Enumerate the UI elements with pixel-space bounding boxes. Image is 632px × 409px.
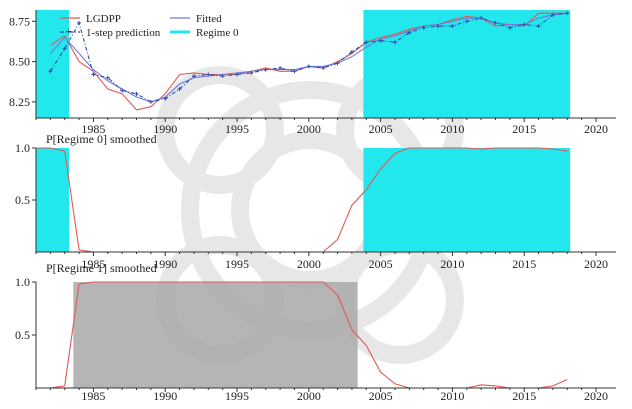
regime-shading-band [36, 148, 70, 252]
prediction-marker [148, 99, 153, 104]
x-tick-label: 2000 [297, 389, 321, 403]
y-tick-label: 8.50 [9, 55, 30, 69]
prediction-marker [436, 24, 441, 29]
prediction-marker [536, 24, 541, 29]
prediction-marker [206, 72, 211, 77]
x-tick-label: 1990 [153, 257, 177, 271]
panel-regime1: P[Regime 1] smoothed 1985 1990 1995 2000 200… [15, 261, 616, 403]
axes-group: 1985 1990 1995 2000 2005 2010 2015 2020 0.5 1.0 [15, 141, 616, 271]
prediction-marker [77, 20, 82, 25]
x-tick-label: 2005 [369, 257, 393, 271]
x-tick-label: 2000 [297, 257, 321, 271]
series-group [48, 11, 570, 111]
panel-title-regime0: P[Regime 0] smoothed [46, 132, 157, 146]
x-tick-label: 2020 [584, 122, 608, 136]
x-tick-label: 2010 [440, 389, 464, 403]
prediction-marker [263, 67, 268, 72]
prediction-marker [48, 69, 53, 74]
y-tick-label: 8.75 [9, 14, 30, 28]
prediction-marker [479, 16, 484, 21]
x-tick-label: 2015 [512, 389, 536, 403]
prediction-marker [450, 24, 455, 29]
legend-label-fitted: Fitted [196, 13, 222, 25]
prediction-marker [321, 66, 326, 71]
legend-label-regime0: Regime 0 [196, 27, 239, 39]
prediction-marker [407, 30, 412, 35]
regime-shading-band [73, 282, 358, 388]
x-tick-label: 1985 [81, 257, 105, 271]
x-tick-label: 1985 [81, 122, 105, 136]
prediction-marker [163, 96, 168, 101]
prediction-marker [464, 19, 469, 24]
x-tick-label: 1985 [81, 389, 105, 403]
regime-shading-band [363, 148, 571, 252]
prediction-marker [349, 49, 354, 54]
x-tick-label: 2000 [297, 122, 321, 136]
prediction-marker [522, 22, 527, 27]
x-tick-label: 1995 [225, 389, 249, 403]
legend: LGDPP + 1-step prediction Fitted Regime … [60, 13, 239, 39]
prediction-marker [421, 25, 426, 30]
prediction-marker [220, 74, 225, 79]
prediction-marker [507, 25, 512, 30]
regime-shading-group [73, 282, 358, 388]
prediction-marker [292, 69, 297, 74]
prediction-marker [493, 20, 498, 25]
prediction-marker [134, 91, 139, 96]
prediction-marker [105, 75, 110, 80]
prediction-marker [235, 72, 240, 77]
legend-label-lgdpp: LGDPP [86, 13, 121, 25]
x-tick-label: 1995 [225, 257, 249, 271]
x-tick-label: 2010 [440, 257, 464, 271]
x-tick-label: 2015 [512, 122, 536, 136]
x-tick-label: 2020 [584, 257, 608, 271]
x-tick-label: 2020 [584, 389, 608, 403]
prediction-marker [306, 64, 311, 69]
prediction-marker [120, 88, 125, 93]
panel-title-regime1: P[Regime 1] smoothed [46, 261, 157, 275]
prediction-marker [378, 38, 383, 43]
legend-marker-prediction: + [66, 27, 72, 38]
x-tick-label: 2005 [369, 389, 393, 403]
axes-group: 1985 1990 1995 2000 2005 2010 2015 2020 8.25 8.50… [9, 10, 616, 136]
regime-shading-band [36, 10, 70, 118]
x-tick-label: 1995 [225, 122, 249, 136]
prediction-marker [278, 66, 283, 71]
y-tick-label: 1.0 [15, 275, 30, 289]
y-tick-label: 0.5 [15, 193, 30, 207]
x-tick-label: 2015 [512, 257, 536, 271]
prediction-marker [364, 40, 369, 45]
prediction-marker [91, 72, 96, 77]
regime-shading-group [36, 10, 571, 118]
y-tick-label: 1.0 [15, 141, 30, 155]
prediction-marker [550, 12, 555, 17]
prediction-marker [335, 61, 340, 66]
prediction-marker [177, 86, 182, 91]
prediction-marker [565, 11, 570, 16]
x-tick-label: 1990 [153, 122, 177, 136]
panel-regime0: P[Regime 0] smoothed 1985 1990 1995 2000 200… [15, 132, 616, 271]
prediction-marker [392, 40, 397, 45]
regime-shading-group [36, 148, 571, 252]
y-tick-label: 0.5 [15, 328, 30, 342]
y-tick-label: 8.25 [9, 95, 30, 109]
prediction-marker [62, 46, 67, 51]
regime-shading-band [363, 10, 571, 118]
prediction-marker [249, 70, 254, 75]
x-tick-label: 2005 [369, 122, 393, 136]
panel-lgdpp: 1985 1990 1995 2000 2005 2010 2015 2020 8.25 8.50… [9, 10, 616, 136]
x-tick-label: 2010 [440, 122, 464, 136]
legend-label-prediction: 1-step prediction [86, 27, 161, 39]
x-tick-label: 1990 [153, 389, 177, 403]
prediction-marker [191, 74, 196, 79]
axes-group: 1985 1990 1995 2000 2005 2010 2015 2020 0.5 1.0 [15, 275, 616, 403]
